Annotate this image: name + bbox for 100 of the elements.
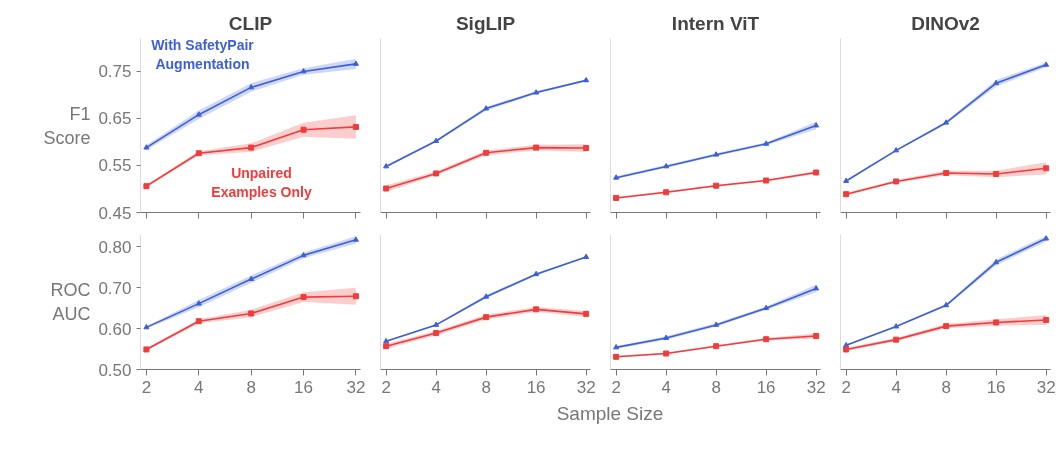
point [533,89,540,95]
x-tick-label: 4 [891,377,901,397]
point [813,122,820,128]
point [1043,165,1050,172]
point [613,174,620,180]
point [248,310,255,317]
point [195,150,202,157]
point [300,68,307,74]
point [483,149,490,156]
point [1043,61,1050,67]
point [613,344,620,350]
x-tick-label: 8 [941,377,951,397]
point [893,323,900,329]
point [893,147,900,153]
point [533,270,540,277]
point [300,126,307,133]
x-tick-label: 16 [986,377,1006,397]
annotation: Unpaired Examples Only [211,164,312,201]
x-tick-label: 32 [1036,377,1056,397]
x-tick-label: 2 [381,377,391,397]
point [843,191,850,198]
point [143,323,150,330]
text: Sample Size [556,402,664,426]
point [352,293,359,300]
point [300,294,307,301]
point [300,251,307,258]
point [248,275,255,282]
point [993,79,1000,86]
y-axis-title: ROC AUC [50,280,91,324]
point [583,145,590,152]
point [943,170,950,176]
point [893,178,900,185]
y-tick-label: 0.75 [98,62,132,82]
point [763,304,770,311]
point [143,183,150,190]
point [483,293,490,299]
chart-title: DINOv2 [911,12,980,34]
x-tick-label: 16 [756,377,776,397]
point [613,194,620,201]
point [583,310,590,317]
point [763,177,770,184]
point [248,144,255,151]
point [195,111,202,117]
point [943,119,950,125]
point [663,350,670,357]
point [843,177,850,183]
point [813,285,820,291]
y-tick-label: 0.80 [98,237,132,257]
x-tick-label: 8 [246,377,256,397]
chart-title: SigLIP [455,12,516,34]
x-tick-label: 4 [661,377,671,397]
x-tick-label: 32 [806,377,826,397]
point [533,144,540,151]
x-tick-label: 2 [611,377,621,397]
point [383,343,390,350]
point [383,337,390,344]
point [533,306,540,313]
point [583,253,590,259]
chart-title: CLIP [228,12,273,34]
point [433,137,440,143]
point [943,323,950,330]
point [483,314,490,321]
point [195,300,202,306]
point [383,163,390,169]
x-tick-label: 16 [294,377,313,397]
x-tick-label: 8 [711,377,721,397]
point [663,189,670,196]
point [943,301,950,308]
y-tick-label: 0.50 [98,360,132,380]
chart-title: Intern ViT [671,12,760,34]
point [195,318,202,325]
point [433,321,440,327]
point [813,169,820,176]
point [813,332,820,339]
point [483,105,490,111]
point [893,336,900,343]
point [433,330,440,337]
point [1043,235,1050,241]
y-axis-title: F1 Score [43,103,91,148]
point [663,334,670,340]
point [352,123,359,130]
point [248,84,255,90]
y-tick-label: 0.45 [98,203,132,223]
point [583,76,590,83]
x-tick-label: 32 [346,377,366,397]
x-tick-label: 4 [194,377,204,397]
y-tick-label: 0.70 [98,278,132,298]
x-tick-label: 2 [841,377,851,397]
y-tick-label: 0.60 [98,319,132,339]
point [713,321,720,327]
point [993,258,1000,265]
point [143,346,150,353]
x-tick-label: 4 [431,377,441,397]
point [993,319,1000,326]
point [352,60,359,66]
point [713,151,720,157]
point [143,144,150,150]
point [352,236,359,242]
x-tick-label: 8 [481,377,491,397]
x-tick-label: 16 [526,377,546,397]
